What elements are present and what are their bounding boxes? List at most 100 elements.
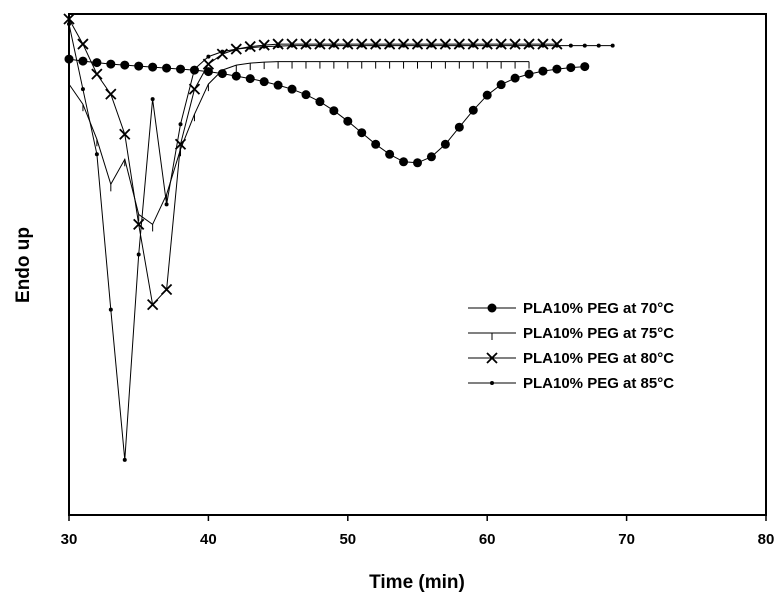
data-point — [148, 62, 158, 72]
legend-label: PLA10% PEG at 85°C — [523, 375, 674, 392]
series-line — [68, 61, 529, 226]
data-point — [440, 139, 450, 149]
data-point — [343, 116, 353, 126]
data-point — [301, 90, 311, 100]
data-point — [64, 54, 74, 64]
data-point — [63, 13, 75, 25]
data-point — [554, 43, 559, 48]
data-point — [176, 64, 186, 74]
legend-item: PLA10% PEG at 80°C — [468, 350, 674, 367]
data-point — [287, 84, 297, 94]
data-point — [485, 43, 490, 48]
data-point — [119, 128, 131, 140]
data-point — [399, 157, 409, 167]
legend: PLA10% PEG at 70°C PLA10% PEG at 75°C PLA1… — [468, 300, 674, 392]
data-point — [272, 38, 284, 50]
data-point — [426, 152, 436, 162]
x-tick-label: 60 — [479, 531, 496, 548]
data-point — [77, 38, 89, 50]
data-point — [482, 90, 492, 100]
series-4 — [67, 22, 615, 462]
data-point — [315, 97, 325, 107]
legend-item: PLA10% PEG at 70°C — [468, 300, 674, 317]
series-line — [68, 23, 613, 460]
data-point — [192, 67, 197, 72]
data-point — [290, 43, 295, 48]
data-point — [80, 87, 85, 92]
data-point — [67, 22, 71, 27]
data-point — [150, 97, 155, 102]
data-point — [134, 61, 144, 71]
data-point — [443, 43, 448, 48]
data-point — [401, 43, 406, 48]
data-point — [108, 307, 113, 312]
series-1 — [64, 54, 590, 168]
data-point — [357, 128, 367, 138]
data-point — [231, 71, 241, 81]
data-point — [92, 58, 102, 68]
series-line — [68, 18, 557, 306]
data-point — [552, 64, 562, 74]
legend-item: PLA10% PEG at 75°C — [468, 325, 674, 342]
data-point — [468, 105, 478, 115]
data-point — [259, 77, 269, 87]
data-point — [513, 43, 518, 48]
data-point — [160, 283, 173, 296]
data-point — [385, 149, 395, 159]
legend-label: PLA10% PEG at 80°C — [523, 350, 674, 367]
data-point — [580, 62, 590, 72]
data-point — [540, 43, 545, 48]
data-point — [203, 67, 213, 77]
data-point — [220, 49, 225, 54]
x-tick-label: 70 — [618, 531, 635, 548]
data-point — [486, 352, 498, 364]
data-point — [331, 43, 336, 48]
data-point — [136, 252, 141, 257]
data-point — [524, 69, 534, 79]
x-tick-label: 80 — [758, 531, 775, 548]
data-point — [120, 60, 130, 70]
data-point — [527, 43, 532, 48]
data-point — [538, 66, 548, 76]
data-point — [610, 43, 615, 48]
x-tick-label: 40 — [200, 531, 217, 548]
data-point — [454, 122, 464, 132]
data-point — [206, 54, 211, 59]
legend-label: PLA10% PEG at 70°C — [523, 300, 674, 317]
data-point — [202, 58, 215, 70]
data-point — [122, 457, 127, 462]
data-point — [415, 43, 420, 48]
data-point — [91, 68, 103, 80]
legend-label: PLA10% PEG at 75°C — [523, 325, 674, 342]
data-point — [345, 43, 350, 48]
x-axis: 30 40 50 60 70 80 — [61, 515, 775, 548]
series-2 — [68, 61, 530, 232]
series-line — [68, 58, 585, 164]
x-tick-label: 50 — [339, 531, 356, 548]
data-point — [566, 63, 576, 73]
data-point — [490, 381, 494, 385]
data-point — [429, 43, 434, 48]
data-point — [359, 43, 364, 48]
data-point — [276, 44, 281, 49]
data-point — [105, 88, 117, 100]
data-point — [496, 80, 506, 90]
data-point — [303, 43, 308, 48]
data-point — [596, 43, 601, 48]
data-point — [499, 43, 504, 48]
data-point — [317, 43, 322, 48]
x-axis-title: Time (min) — [369, 572, 465, 593]
data-point — [387, 43, 392, 48]
data-point — [94, 152, 99, 157]
data-point — [245, 74, 255, 84]
data-point — [273, 80, 283, 90]
data-point — [164, 202, 169, 207]
data-point — [234, 47, 239, 52]
series-3 — [63, 13, 563, 311]
data-point — [147, 298, 159, 311]
data-point — [373, 43, 378, 48]
data-point — [487, 303, 497, 313]
data-point — [371, 139, 381, 149]
series-layer — [63, 13, 615, 462]
